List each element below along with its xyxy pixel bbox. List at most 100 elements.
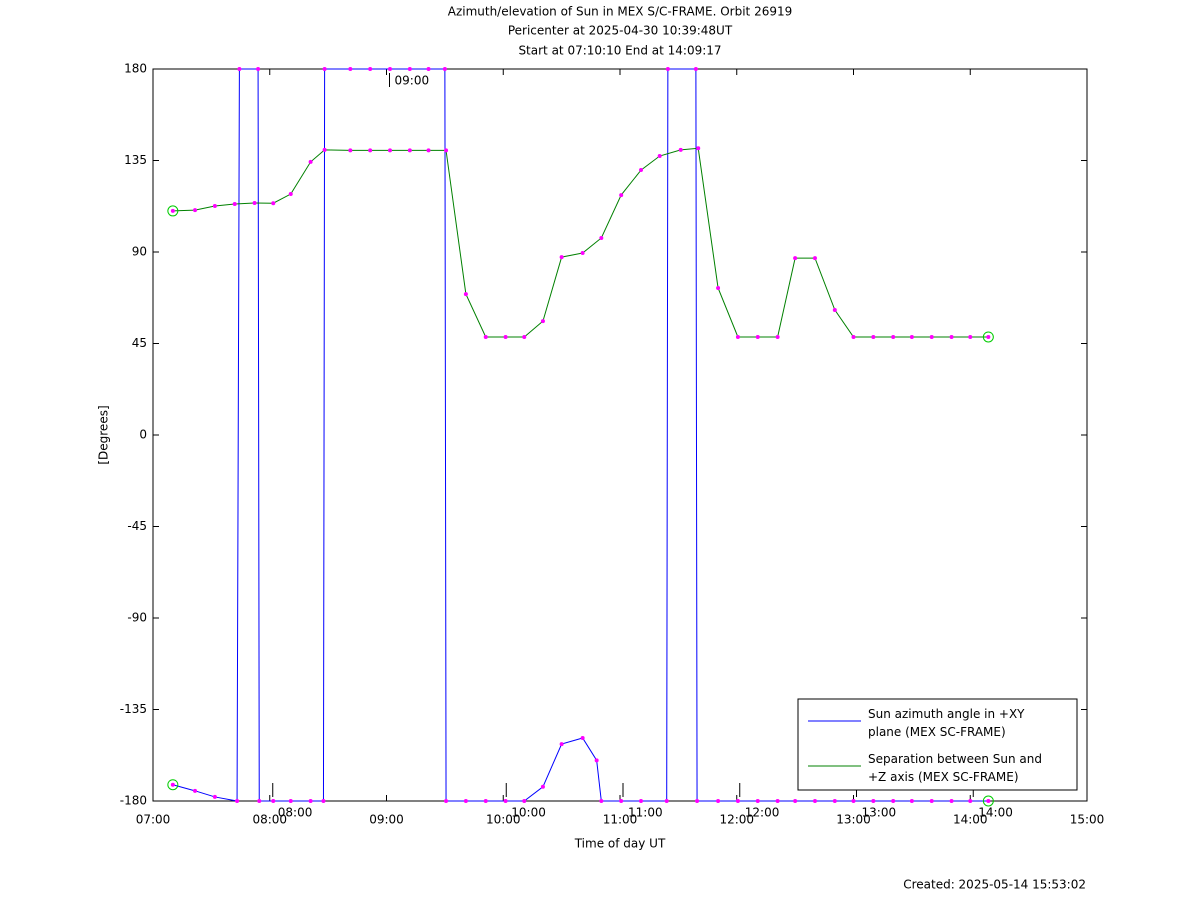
point-marker (256, 67, 261, 71)
point-marker (716, 285, 721, 290)
point-marker (755, 799, 760, 803)
point-marker (695, 799, 700, 803)
endpoint-marker (982, 331, 994, 343)
point-marker (288, 192, 293, 197)
legend-label: Sun azimuth angle in +XY plane (MEX SC-FR… (868, 707, 1025, 739)
point-marker (463, 799, 468, 803)
point-marker (871, 334, 876, 339)
annotation: 09:00 (395, 74, 430, 88)
point-marker (322, 67, 327, 71)
x-tick-label: 07:00 (136, 813, 171, 827)
chart-title: Azimuth/elevation of Sun in MEX S/C-FRAM… (448, 5, 793, 19)
x-tick-label: 15:00 (1070, 813, 1105, 827)
endpoint-marker (167, 205, 179, 217)
point-marker (407, 67, 412, 71)
point-marker (503, 334, 508, 339)
point-marker (775, 334, 780, 339)
point-marker (442, 67, 447, 71)
point-marker (237, 67, 242, 71)
point-marker (929, 799, 934, 803)
point-marker (871, 799, 876, 803)
point-marker (463, 292, 468, 297)
plot-frame (152, 68, 1088, 802)
point-marker (716, 799, 721, 803)
footer: Created: 2025-05-14 15:53:02 (903, 878, 1086, 892)
x-tick-label: 09:00 (369, 813, 404, 827)
point-marker (522, 799, 527, 803)
point-marker (212, 204, 217, 209)
endpoint-marker (167, 779, 179, 791)
series-line (172, 147, 989, 338)
x-tick-label: 08:00 (252, 813, 287, 827)
point-marker (522, 334, 527, 339)
point-marker (949, 799, 954, 803)
point-marker (322, 147, 327, 152)
point-marker (812, 256, 817, 261)
y-tick-label: -45 (127, 519, 147, 533)
point-marker (693, 67, 698, 71)
chart-subtitle: Start at 07:10:10 End at 14:09:17 (518, 44, 721, 58)
point-marker (619, 193, 624, 198)
point-marker (426, 67, 431, 71)
point-marker (503, 799, 508, 803)
point-marker (388, 67, 393, 71)
y-tick-label: 0 (139, 428, 147, 442)
legend-label: Separation between Sun and +Z axis (MEX S… (868, 752, 1042, 784)
x-axis-label: Time of day UT (574, 837, 666, 851)
point-marker (559, 742, 564, 747)
endpoint-marker (982, 795, 994, 807)
point-marker (271, 201, 276, 206)
point-marker (619, 799, 624, 803)
point-marker (793, 256, 798, 261)
point-marker (949, 334, 954, 339)
y-tick-label: -90 (127, 611, 147, 625)
point-marker (368, 67, 373, 71)
x-tick-label: 12:00 (719, 813, 754, 827)
point-marker (193, 208, 198, 213)
point-marker (851, 799, 856, 803)
y-axis-label: [Degrees] (97, 405, 111, 464)
y-tick-label: -180 (120, 794, 147, 808)
y-tick-label: -135 (120, 702, 147, 716)
point-marker (832, 307, 837, 312)
x-tick-label: 14:00 (953, 813, 988, 827)
point-marker (986, 334, 991, 339)
point-marker (909, 799, 914, 803)
x-tick-label: 11:00 (603, 813, 638, 827)
y-tick-label: 90 (132, 245, 147, 259)
point-marker (909, 334, 914, 339)
point-marker (193, 788, 198, 793)
point-marker (665, 67, 670, 71)
point-marker (368, 148, 373, 153)
point-marker (639, 799, 644, 803)
y-tick-label: 180 (124, 62, 147, 76)
point-marker (257, 799, 262, 803)
annotation: 08:00 (278, 806, 313, 820)
point-marker (170, 782, 175, 787)
annotation: 10:00 (511, 806, 546, 820)
point-marker (599, 799, 604, 803)
annotation: 11:00 (628, 806, 663, 820)
point-marker (812, 799, 817, 803)
point-marker (968, 334, 973, 339)
point-marker (388, 148, 393, 153)
point-marker (580, 735, 585, 740)
point-marker (775, 799, 780, 803)
point-marker (735, 799, 740, 803)
point-marker (348, 148, 353, 153)
point-marker (212, 794, 217, 799)
y-tick-label: 135 (124, 153, 147, 167)
point-marker (235, 799, 240, 803)
point-marker (657, 154, 662, 159)
point-marker (929, 334, 934, 339)
point-marker (308, 799, 313, 803)
point-marker (664, 799, 669, 803)
point-marker (288, 799, 293, 803)
point-marker (407, 148, 412, 153)
series-line (172, 68, 989, 802)
point-marker (308, 159, 313, 164)
point-marker (444, 148, 449, 153)
point-marker (444, 799, 449, 803)
point-marker (483, 334, 488, 339)
point-marker (594, 758, 599, 763)
